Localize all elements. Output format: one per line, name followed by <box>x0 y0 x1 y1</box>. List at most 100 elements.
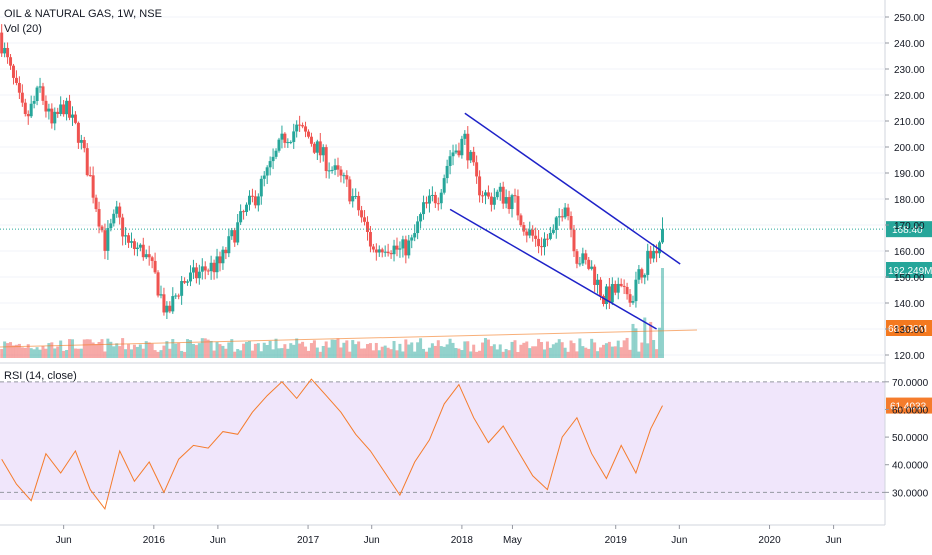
volume-bar <box>490 346 493 358</box>
volume-bar <box>6 343 9 358</box>
candle-body <box>381 249 384 252</box>
candle-body <box>121 218 124 237</box>
volume-bar <box>204 338 207 358</box>
candle-body <box>124 235 127 236</box>
volume-bar <box>62 351 65 358</box>
candle-body <box>404 239 407 255</box>
candle-body <box>260 179 263 197</box>
candle-body <box>301 125 304 126</box>
candle-body <box>581 253 584 263</box>
candle-body <box>12 66 15 78</box>
candle-body <box>443 178 446 193</box>
price-pane-bg <box>0 0 885 362</box>
candle-body <box>44 101 47 112</box>
volume-bar <box>319 352 322 358</box>
candle-body <box>372 247 375 250</box>
price-tick-label: 160.00 <box>894 247 925 258</box>
candle-body <box>95 198 98 209</box>
candle-body <box>295 125 298 132</box>
volume-bar <box>546 342 549 358</box>
candle-body <box>148 254 151 257</box>
candle-body <box>348 179 351 201</box>
candle-body <box>165 306 168 313</box>
candle-body <box>112 214 115 224</box>
volume-bar <box>9 342 12 358</box>
volume-bar <box>587 349 590 358</box>
candle-body <box>354 196 357 197</box>
volume-bar <box>384 346 387 358</box>
candle-body <box>522 225 525 232</box>
price-tick-label: 140.00 <box>894 299 925 310</box>
volume-bar <box>572 343 575 358</box>
volume-bar <box>629 350 632 358</box>
volume-bar <box>570 341 573 358</box>
volume-bar <box>508 350 511 358</box>
volume-bar <box>148 342 151 358</box>
candle-body <box>142 245 145 257</box>
volume-bar <box>248 341 251 358</box>
volume-bar <box>646 343 649 358</box>
candle-body <box>263 176 266 179</box>
candle-body <box>18 83 21 93</box>
candle-body <box>572 230 575 251</box>
volume-bar <box>410 342 413 358</box>
volume-bar <box>407 345 410 358</box>
volume-bar <box>457 349 460 358</box>
candle-body <box>307 132 310 137</box>
candle-body <box>319 141 322 155</box>
candle-body <box>487 192 490 196</box>
candle-body <box>519 215 522 225</box>
candle-body <box>564 208 567 218</box>
candle-body <box>390 253 393 254</box>
time-tick-label: 2018 <box>451 535 474 546</box>
time-tick-label: Jun <box>671 535 687 546</box>
candle-body <box>643 275 646 278</box>
volume-bar <box>180 351 183 358</box>
volume-bar <box>558 339 561 358</box>
volume-bar <box>142 349 145 358</box>
candle-body <box>174 296 177 297</box>
candle-body <box>513 195 516 196</box>
volume-bar <box>519 345 522 358</box>
candle-body <box>466 134 469 161</box>
candle-body <box>151 257 154 261</box>
volume-bar <box>239 350 242 358</box>
time-tick-label: Jun <box>56 535 72 546</box>
candle-body <box>634 280 637 301</box>
candle-body <box>280 134 283 140</box>
candle-body <box>257 196 260 205</box>
volume-bar <box>165 341 168 358</box>
volume-bar <box>162 346 165 358</box>
volume-bar <box>487 340 490 358</box>
candle-body <box>363 217 366 221</box>
candle-body <box>387 252 390 253</box>
volume-bar <box>295 338 298 358</box>
volume-bar <box>159 350 162 358</box>
candle-body <box>159 294 162 295</box>
volume-bar <box>192 344 195 358</box>
volume-bar <box>121 338 124 358</box>
volume-bar <box>68 339 71 358</box>
volume-bar <box>245 342 248 358</box>
candle-body <box>475 162 478 176</box>
candle-body <box>629 294 632 303</box>
candle-body <box>331 170 334 171</box>
volume-bar <box>171 339 174 358</box>
volume-bar <box>375 343 378 358</box>
candle-body <box>272 157 275 161</box>
candle-body <box>537 239 540 246</box>
volume-bar <box>484 338 487 358</box>
volume-bar <box>0 349 3 358</box>
candle-body <box>446 166 449 178</box>
price-tick-label: 170.00 <box>894 221 925 232</box>
volume-bar <box>251 351 254 358</box>
volume-bar <box>80 349 83 358</box>
volume-bar <box>124 349 127 358</box>
price-tick-label: 220.00 <box>894 91 925 102</box>
candle-body <box>525 232 528 236</box>
volume-bar <box>216 342 219 358</box>
volume-bar <box>620 347 623 358</box>
volume-bar <box>139 344 142 358</box>
